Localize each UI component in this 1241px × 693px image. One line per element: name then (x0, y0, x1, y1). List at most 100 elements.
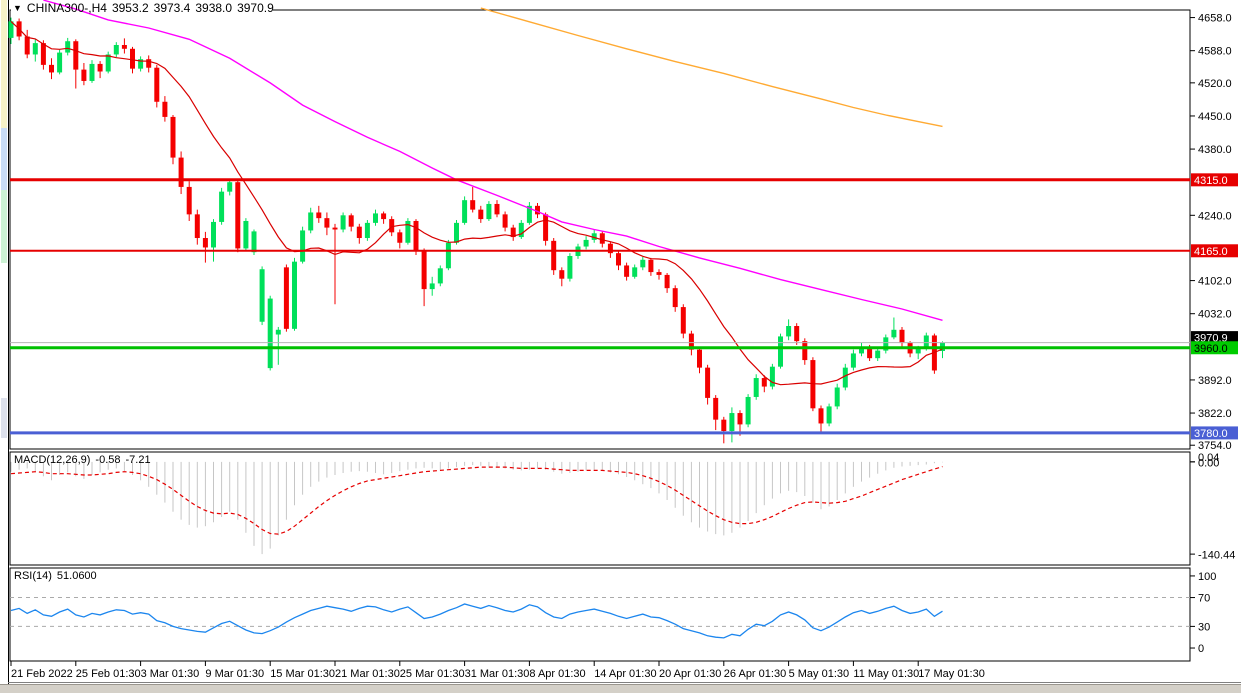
candle-body (308, 212, 314, 231)
candle-body (381, 213, 387, 220)
candle-body (753, 378, 759, 397)
candle-body (794, 326, 800, 342)
candle-body (583, 239, 589, 247)
candle-body (778, 336, 783, 367)
candle-body (535, 205, 540, 215)
candle-body (121, 45, 127, 49)
price-tag-3780.0: 3780.0 (1191, 426, 1238, 440)
candle-body (445, 242, 451, 269)
candle-body (356, 226, 362, 239)
candle-body (32, 43, 38, 55)
candle-body (502, 214, 508, 228)
candle-body (551, 240, 557, 271)
candle-body (373, 213, 378, 223)
axis-label: 15 Mar 01:30 (270, 668, 335, 680)
title-backplate (11, 1, 273, 15)
candle-body (745, 396, 751, 425)
axis-label: 30 (1198, 621, 1210, 633)
axis-label: 25 Feb 01:30 (76, 668, 141, 680)
axis-label: 4380.0 (1198, 144, 1232, 156)
rsi-pane[interactable] (9, 567, 1191, 662)
macd-signal-line (10, 466, 943, 535)
candle-body (24, 36, 30, 55)
candle-body (632, 267, 638, 277)
candles-layer (8, 17, 945, 444)
candle-body (251, 231, 257, 253)
axis-label: 3754.0 (1198, 440, 1232, 452)
axis-label: 25 Mar 01:30 (400, 668, 465, 680)
candle-body (607, 243, 613, 254)
pane-frames (9, 9, 1191, 662)
macd-main-value: -0.58 (95, 454, 121, 466)
background-panel-strip (0, 0, 8, 693)
candle-body (915, 348, 921, 354)
background-panel-segment (1, 0, 7, 128)
macd-pane[interactable] (9, 451, 1191, 566)
candle-body (526, 205, 532, 223)
axis-label: 4450.0 (1198, 111, 1232, 123)
axis-label: 11 May 01:30 (853, 668, 919, 680)
candle-body (859, 346, 864, 354)
candle-body (891, 329, 897, 338)
rsi-line (10, 603, 943, 639)
candle-body (478, 209, 484, 220)
price-axis[interactable] (1191, 0, 1241, 661)
candle-body (559, 270, 565, 279)
candle-body (324, 218, 330, 228)
candle-body (73, 41, 79, 70)
candle-body (178, 157, 184, 187)
candle-body (227, 182, 233, 192)
candle-body (834, 387, 840, 407)
background-panel-segment (1, 398, 7, 438)
axis-label: 5 May 01:30 (789, 668, 850, 680)
candle-body (697, 349, 702, 368)
candle-body (243, 220, 249, 249)
candle-body (49, 64, 54, 73)
candle-body (616, 253, 621, 266)
candle-body (105, 54, 111, 72)
candle-body (316, 212, 322, 219)
axis-label: 3 Mar 01:30 (141, 668, 200, 680)
candle-body (275, 329, 281, 335)
rsi-name: RSI(14) (14, 570, 52, 582)
time-axis[interactable] (10, 662, 1190, 682)
candle-body (259, 269, 265, 322)
rsi-indicator-label: RSI(14) 51.0600 (14, 570, 97, 582)
candle-body (162, 101, 168, 117)
candle-body (769, 366, 775, 387)
candle-body (429, 283, 435, 290)
rsi-value: 51.0600 (56, 570, 97, 582)
symbol-timeframe-label: CHINA300-,H4 (26, 1, 107, 15)
candle-body (462, 200, 468, 223)
axis-label: 8 Apr 01:30 (529, 668, 585, 680)
candle-body (154, 67, 160, 102)
candle-body (81, 69, 87, 81)
high-value: 3973.4 (153, 1, 191, 15)
candle-body (648, 259, 654, 273)
one-click-trading-icon[interactable]: ▼ (13, 3, 22, 13)
candle-body (510, 227, 516, 238)
candle-body (802, 341, 808, 361)
candle-body (713, 397, 719, 420)
candle-body (567, 255, 573, 279)
time-axis-labels: 21 Feb 2022 25 Feb 01:30 3 Mar 01:30 9 Mar … (10, 661, 985, 680)
candle-body (300, 230, 306, 262)
candle-body (818, 408, 824, 424)
candle-body (826, 406, 832, 424)
window-border-bottom (8, 682, 1241, 683)
open-value: 3953.2 (111, 1, 149, 15)
main-pane[interactable] (9, 9, 1191, 450)
candle-body (389, 219, 395, 233)
candle-body (737, 413, 743, 425)
candle-body (454, 222, 459, 243)
candle-body (292, 261, 297, 329)
candle-body (875, 350, 881, 359)
bottom-scrollbar[interactable] (0, 684, 1241, 693)
candle-body (494, 203, 500, 215)
axis-label: 4165.0 (1194, 246, 1228, 258)
candle-body (518, 222, 524, 238)
axis-label: 4032.0 (1198, 309, 1232, 321)
candle-body (267, 298, 273, 369)
